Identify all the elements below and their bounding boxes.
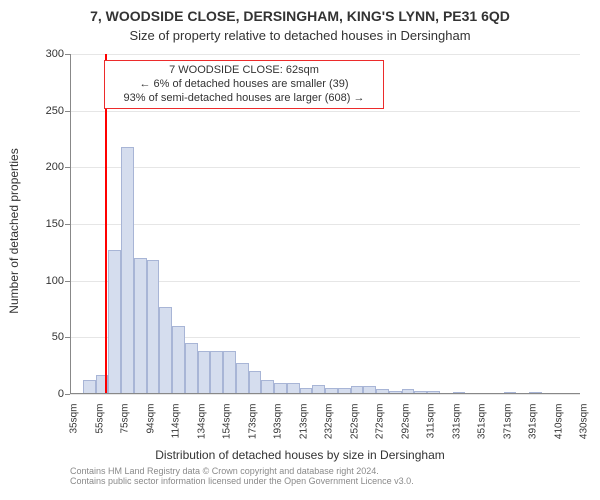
footnote-line-2: Contains public sector information licen… [70, 476, 580, 486]
ytick-label: 300 [24, 48, 64, 60]
ytick-label: 0 [24, 388, 64, 400]
xtick-label: 430sqm [579, 404, 590, 464]
xtick-label: 292sqm [400, 404, 411, 464]
histogram-bar [147, 260, 160, 394]
xtick-label: 272sqm [375, 404, 386, 464]
gridline [70, 394, 580, 395]
histogram-bar [134, 258, 147, 394]
chart-title: 7, WOODSIDE CLOSE, DERSINGHAM, KING'S LY… [0, 8, 600, 24]
ytick-label: 50 [24, 331, 64, 343]
gridline [70, 224, 580, 225]
annotation-line-3: 93% of semi-detached houses are larger (… [111, 92, 377, 106]
ytick-mark [65, 394, 70, 395]
annotation-box: 7 WOODSIDE CLOSE: 62sqm ← 6% of detached… [104, 60, 384, 109]
histogram-bar [223, 351, 236, 394]
footnote-line-1: Contains HM Land Registry data © Crown c… [70, 466, 580, 476]
ytick-label: 100 [24, 275, 64, 287]
histogram-bar [198, 351, 211, 394]
xtick-label: 94sqm [145, 404, 156, 464]
histogram-bar [185, 343, 198, 394]
annotation-line-1: 7 WOODSIDE CLOSE: 62sqm [111, 64, 377, 78]
annotation-line-2: ← 6% of detached houses are smaller (39) [111, 78, 377, 92]
xtick-label: 55sqm [94, 404, 105, 464]
histogram-bar [172, 326, 185, 394]
histogram-bar [108, 250, 121, 394]
ytick-label: 150 [24, 218, 64, 230]
histogram-bar [249, 371, 262, 394]
y-axis-label: Number of detached properties [7, 131, 21, 331]
histogram-bar [261, 380, 274, 394]
xtick-label: 371sqm [502, 404, 513, 464]
xtick-label: 134sqm [196, 404, 207, 464]
histogram-bar [83, 380, 96, 394]
xtick-label: 213sqm [298, 404, 309, 464]
x-axis-line [70, 393, 580, 394]
gridline [70, 167, 580, 168]
gridline [70, 54, 580, 55]
chart-subtitle: Size of property relative to detached ho… [0, 28, 600, 43]
xtick-label: 232sqm [324, 404, 335, 464]
y-axis-line [70, 54, 71, 394]
histogram-bar [236, 363, 249, 394]
xtick-label: 75sqm [120, 404, 131, 464]
xtick-label: 154sqm [222, 404, 233, 464]
xtick-label: 173sqm [247, 404, 258, 464]
histogram-bar [159, 307, 172, 394]
xtick-label: 331sqm [451, 404, 462, 464]
xtick-label: 252sqm [349, 404, 360, 464]
ytick-label: 200 [24, 161, 64, 173]
histogram-bar [121, 147, 134, 394]
xtick-label: 351sqm [477, 404, 488, 464]
gridline [70, 111, 580, 112]
xtick-label: 391sqm [528, 404, 539, 464]
xtick-label: 410sqm [553, 404, 564, 464]
xtick-label: 311sqm [426, 404, 437, 464]
xtick-label: 114sqm [171, 404, 182, 464]
histogram-bar [210, 351, 223, 394]
footnote: Contains HM Land Registry data © Crown c… [70, 466, 580, 487]
xtick-label: 35sqm [69, 404, 80, 464]
xtick-label: 193sqm [273, 404, 284, 464]
ytick-label: 250 [24, 105, 64, 117]
